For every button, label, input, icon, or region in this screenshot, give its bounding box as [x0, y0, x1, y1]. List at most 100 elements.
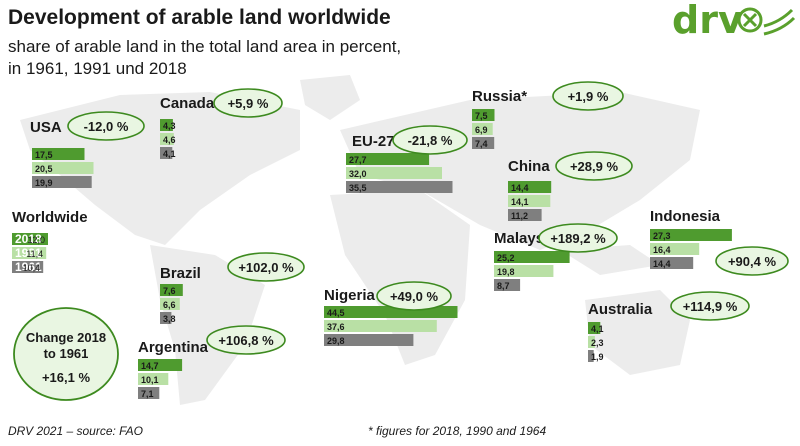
region-name-argentina: Argentina	[138, 339, 209, 356]
bar-worldwide-1961	[12, 261, 44, 273]
bar-brazil-1991	[160, 298, 180, 310]
bar-worldwide-2018	[12, 233, 48, 245]
value-label-china-1991: 14,1	[511, 197, 529, 207]
change-value-australia: +114,9 %	[683, 299, 738, 314]
bar-argentina-1991	[138, 373, 169, 385]
value-label-worldwide-1961: 10,4	[23, 263, 41, 273]
change-value-eu-27: -21,8 %	[408, 133, 453, 148]
legend-label-1961: 1961	[15, 260, 42, 274]
bar-china-2018	[508, 181, 552, 193]
change-oval-nigeria	[376, 281, 452, 311]
value-label-nigeria-2018: 44,5	[327, 308, 345, 318]
change-oval-brazil	[227, 252, 305, 282]
region-name-worldwide: Worldwide	[12, 209, 88, 226]
footnote: * figures for 2018, 1990 and 1964	[368, 424, 547, 438]
region-name-russia: Russia*	[472, 88, 527, 105]
change-oval-malaysia	[538, 223, 618, 253]
bar-usa-1991	[32, 162, 94, 174]
region-name-china: China	[508, 158, 550, 175]
value-label-usa-1961: 19,9	[35, 178, 53, 188]
value-label-indonesia-2018: 27,3	[653, 231, 671, 241]
value-label-usa-2018: 17,5	[35, 150, 53, 160]
page-title: Development of arable land worldwide	[8, 6, 391, 29]
bar-china-1991	[508, 195, 551, 207]
value-label-russia-1991: 6,9	[475, 125, 488, 135]
value-label-malaysia-2018: 25,2	[497, 253, 515, 263]
source-note: DRV 2021 – source: FAO	[8, 424, 143, 438]
bar-canada-1961	[160, 147, 173, 159]
bar-nigeria-1991	[324, 320, 437, 332]
value-label-brazil-1991: 6,6	[163, 300, 176, 310]
value-label-australia-1991: 2,3	[591, 338, 604, 348]
change-oval-indonesia	[715, 246, 789, 276]
bar-indonesia-2018	[650, 229, 732, 241]
value-label-malaysia-1991: 19,8	[497, 267, 515, 277]
value-label-brazil-2018: 7,6	[163, 286, 176, 296]
value-label-nigeria-1991: 37,6	[327, 322, 345, 332]
region-name-usa: USA	[30, 119, 62, 136]
change-value-usa: -12,0 %	[84, 119, 129, 134]
bar-usa-2018	[32, 148, 85, 160]
bar-russia-1991	[472, 123, 493, 135]
value-label-worldwide-1991: 11,4	[26, 249, 43, 259]
value-label-brazil-1961: 3,8	[163, 314, 176, 324]
value-label-usa-1991: 20,5	[35, 164, 53, 174]
change-value-brazil: +102,0 %	[238, 260, 294, 275]
value-label-canada-1991: 4,6	[163, 135, 176, 145]
bar-australia-1991	[588, 336, 595, 348]
subtitle-line-2: in 1961, 1991 und 2018	[8, 59, 187, 78]
drv-logo-mark-icon	[737, 7, 796, 36]
value-label-eu-27-1961: 35,5	[349, 183, 367, 193]
change-oval-australia	[670, 291, 750, 321]
change-value-malaysia: +189,2 %	[550, 231, 606, 246]
change-oval-china	[555, 151, 633, 181]
bar-indonesia-1991	[650, 243, 700, 255]
value-label-indonesia-1961: 14,4	[653, 259, 671, 269]
bar-china-1961	[508, 209, 542, 221]
change-value-russia: +1,9 %	[568, 89, 609, 104]
value-label-argentina-1991: 10,1	[141, 375, 159, 385]
bar-malaysia-2018	[494, 251, 570, 263]
value-label-canada-1961: 4,1	[163, 149, 176, 159]
bar-malaysia-1991	[494, 265, 554, 277]
bar-eu-27-1961	[346, 181, 453, 193]
change-value-canada: +5,9 %	[228, 96, 269, 111]
value-label-worldwide-2018: 12,0	[27, 235, 45, 245]
bar-nigeria-1961	[324, 334, 414, 346]
bar-brazil-1961	[160, 312, 172, 324]
value-label-russia-2018: 7,5	[475, 111, 488, 121]
bar-eu-27-2018	[346, 153, 430, 165]
value-label-argentina-2018: 14,7	[141, 361, 159, 371]
region-name-canada: Canada	[160, 95, 215, 112]
bar-worldwide-1991	[12, 247, 47, 259]
change-oval-russia	[552, 81, 624, 111]
bar-malaysia-1961	[494, 279, 521, 291]
region-name-eu-27: EU-27	[352, 133, 395, 150]
change-value-argentina: +106,8 %	[218, 333, 274, 348]
value-label-china-2018: 14,4	[511, 183, 529, 193]
region-name-brazil: Brazil	[160, 265, 201, 282]
value-label-eu-27-2018: 27,7	[349, 155, 367, 165]
legend-label-2018: 2018	[15, 232, 42, 246]
bar-russia-1961	[472, 137, 495, 149]
value-label-eu-27-1991: 32,0	[349, 169, 367, 179]
change-oval-usa	[67, 111, 145, 141]
change-value-nigeria: +49,0 %	[390, 289, 439, 304]
change-oval-argentina	[206, 325, 286, 355]
bar-australia-1961	[588, 350, 594, 362]
value-label-malaysia-1961: 8,7	[497, 281, 510, 291]
bar-brazil-2018	[160, 284, 183, 296]
region-name-nigeria: Nigeria	[324, 287, 376, 304]
summary-value: +16,1 %	[42, 370, 91, 385]
bar-usa-1961	[32, 176, 92, 188]
value-label-indonesia-1991: 16,4	[653, 245, 671, 255]
summary-oval	[13, 307, 119, 401]
bar-australia-2018	[588, 322, 601, 334]
value-label-canada-2018: 4,3	[163, 121, 176, 131]
summary-line-2: to 1961	[44, 346, 89, 361]
bar-russia-2018	[472, 109, 495, 121]
value-label-china-1961: 11,2	[511, 211, 528, 221]
bar-argentina-1961	[138, 387, 160, 399]
map-australia	[585, 290, 690, 375]
